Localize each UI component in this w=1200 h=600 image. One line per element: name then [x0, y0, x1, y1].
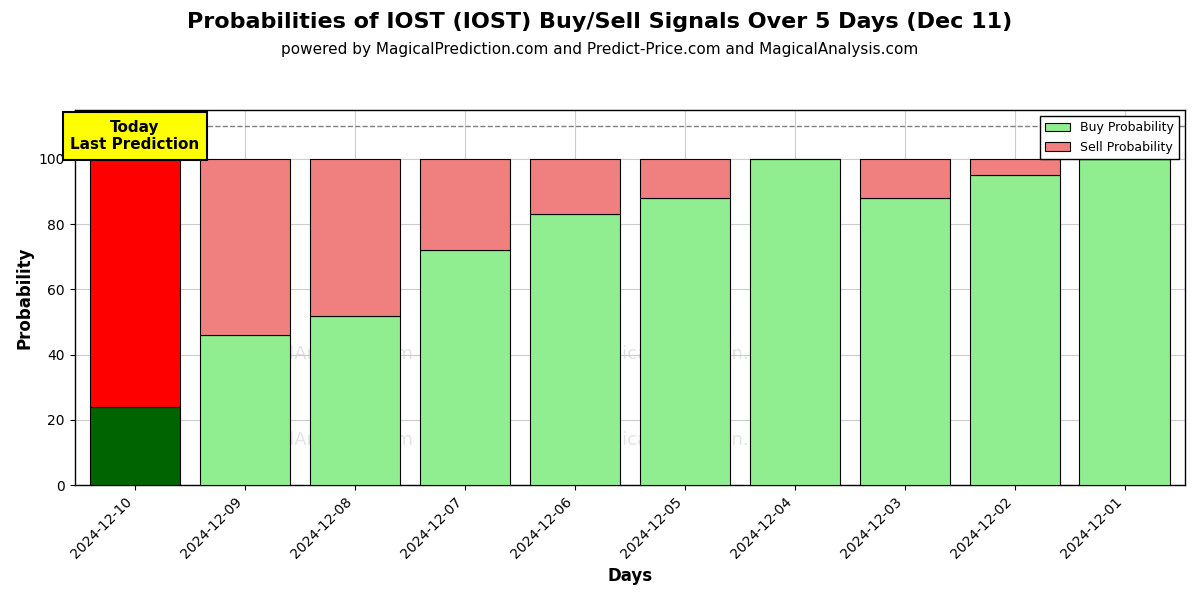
Legend: Buy Probability, Sell Probability: Buy Probability, Sell Probability [1040, 116, 1178, 158]
Bar [750, 159, 840, 485]
Bar [310, 159, 400, 316]
Text: Probabilities of IOST (IOST) Buy/Sell Signals Over 5 Days (Dec 11): Probabilities of IOST (IOST) Buy/Sell Si… [187, 12, 1013, 32]
Bar [1080, 159, 1170, 485]
Text: MagicalPrediction.com: MagicalPrediction.com [584, 345, 787, 363]
Bar [970, 175, 1060, 485]
Bar [640, 159, 730, 198]
Bar [420, 159, 510, 250]
Bar [970, 159, 1060, 175]
Bar [420, 250, 510, 485]
Bar [90, 407, 180, 485]
X-axis label: Days: Days [607, 567, 653, 585]
Bar [90, 159, 180, 407]
Bar [529, 214, 620, 485]
Bar [200, 335, 290, 485]
Bar [640, 198, 730, 485]
Text: MagicalAnalysis.com: MagicalAnalysis.com [224, 345, 413, 363]
Bar [529, 159, 620, 214]
Bar [859, 198, 949, 485]
Y-axis label: Probability: Probability [16, 247, 34, 349]
Bar [200, 159, 290, 335]
Bar [310, 316, 400, 485]
Text: MagicalAnalysis.com: MagicalAnalysis.com [224, 431, 413, 449]
Text: powered by MagicalPrediction.com and Predict-Price.com and MagicalAnalysis.com: powered by MagicalPrediction.com and Pre… [281, 42, 919, 57]
Text: Today
Last Prediction: Today Last Prediction [71, 120, 199, 152]
Text: MagicalPrediction.com: MagicalPrediction.com [584, 431, 787, 449]
Bar [859, 159, 949, 198]
